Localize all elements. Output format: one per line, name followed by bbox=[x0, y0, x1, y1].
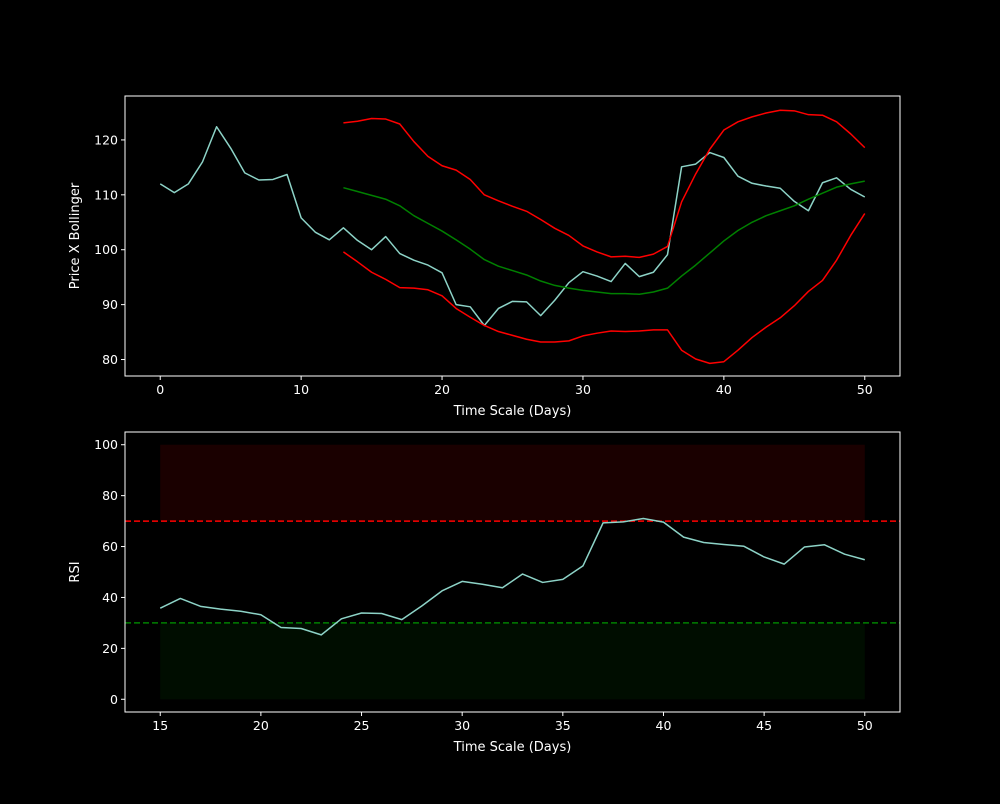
price-x-ticks: 0 10 20 30 40 50 bbox=[156, 376, 873, 397]
price-series-line-3 bbox=[342, 213, 866, 365]
rsi-x-axis-label: Time Scale (Days) bbox=[453, 740, 572, 755]
rsi-y-tick-label: 100 bbox=[94, 437, 118, 452]
price-x-tick-label: 40 bbox=[716, 382, 732, 397]
price-y-tick-label: 110 bbox=[94, 187, 118, 202]
price-x-tick-label: 50 bbox=[857, 382, 873, 397]
rsi-x-tick-label: 30 bbox=[454, 718, 470, 733]
rsi-x-tick-label: 20 bbox=[253, 718, 269, 733]
price-series-line-1 bbox=[343, 109, 866, 259]
rsi-y-tick-label: 0 bbox=[110, 692, 118, 707]
rsi-band-0 bbox=[160, 444, 865, 522]
price-x-axis-label: Time Scale (Days) bbox=[453, 404, 572, 419]
price-x-tick-label: 30 bbox=[575, 382, 591, 397]
rsi-series-group bbox=[159, 517, 865, 636]
rsi-band-1 bbox=[160, 622, 865, 700]
price-y-ticks: 80 90 100 110 120 bbox=[94, 132, 125, 367]
rsi-x-tick-label: 25 bbox=[354, 718, 370, 733]
price-series-line-0 bbox=[159, 126, 866, 327]
rsi-x-tick-label: 40 bbox=[656, 718, 672, 733]
price-y-tick-label: 80 bbox=[102, 352, 118, 367]
rsi-y-tick-label: 60 bbox=[102, 539, 118, 554]
rsi-x-tick-label: 50 bbox=[857, 718, 873, 733]
price-y-axis-label: Price X Bollinger bbox=[68, 182, 83, 289]
rsi-y-tick-label: 80 bbox=[102, 488, 118, 503]
price-x-tick-label: 10 bbox=[293, 382, 309, 397]
rsi-zone-bands bbox=[160, 444, 865, 700]
price-y-tick-label: 120 bbox=[94, 132, 118, 147]
price-x-tick-label: 0 bbox=[156, 382, 164, 397]
price-bollinger-panel: 0 10 20 30 40 50 80 90 100 110 120 Time Scale (Da… bbox=[68, 95, 901, 419]
price-plot-frame bbox=[124, 95, 901, 377]
rsi-y-tick-label: 20 bbox=[102, 641, 118, 656]
rsi-x-tick-label: 35 bbox=[555, 718, 571, 733]
rsi-x-tick-label: 15 bbox=[152, 718, 168, 733]
price-y-tick-label: 90 bbox=[102, 297, 118, 312]
rsi-x-tick-label: 45 bbox=[756, 718, 772, 733]
rsi-y-ticks: 0 20 40 60 80 100 bbox=[94, 437, 125, 707]
rsi-panel: 15 20 25 30 35 40 45 50 0 20 40 60 80 100 Time Scale… bbox=[68, 431, 901, 755]
rsi-x-ticks: 15 20 25 30 35 40 45 50 bbox=[152, 712, 873, 733]
rsi-y-axis-label: RSI bbox=[68, 561, 83, 582]
price-y-tick-label: 100 bbox=[94, 242, 118, 257]
rsi-y-tick-label: 40 bbox=[102, 590, 118, 605]
price-series-group bbox=[159, 109, 866, 365]
price-x-tick-label: 20 bbox=[434, 382, 450, 397]
rsi-series-line-0 bbox=[159, 517, 865, 636]
rsi-threshold-lines bbox=[125, 520, 900, 624]
price-series-line-2 bbox=[343, 180, 865, 295]
rsi-plot-frame bbox=[124, 431, 901, 713]
